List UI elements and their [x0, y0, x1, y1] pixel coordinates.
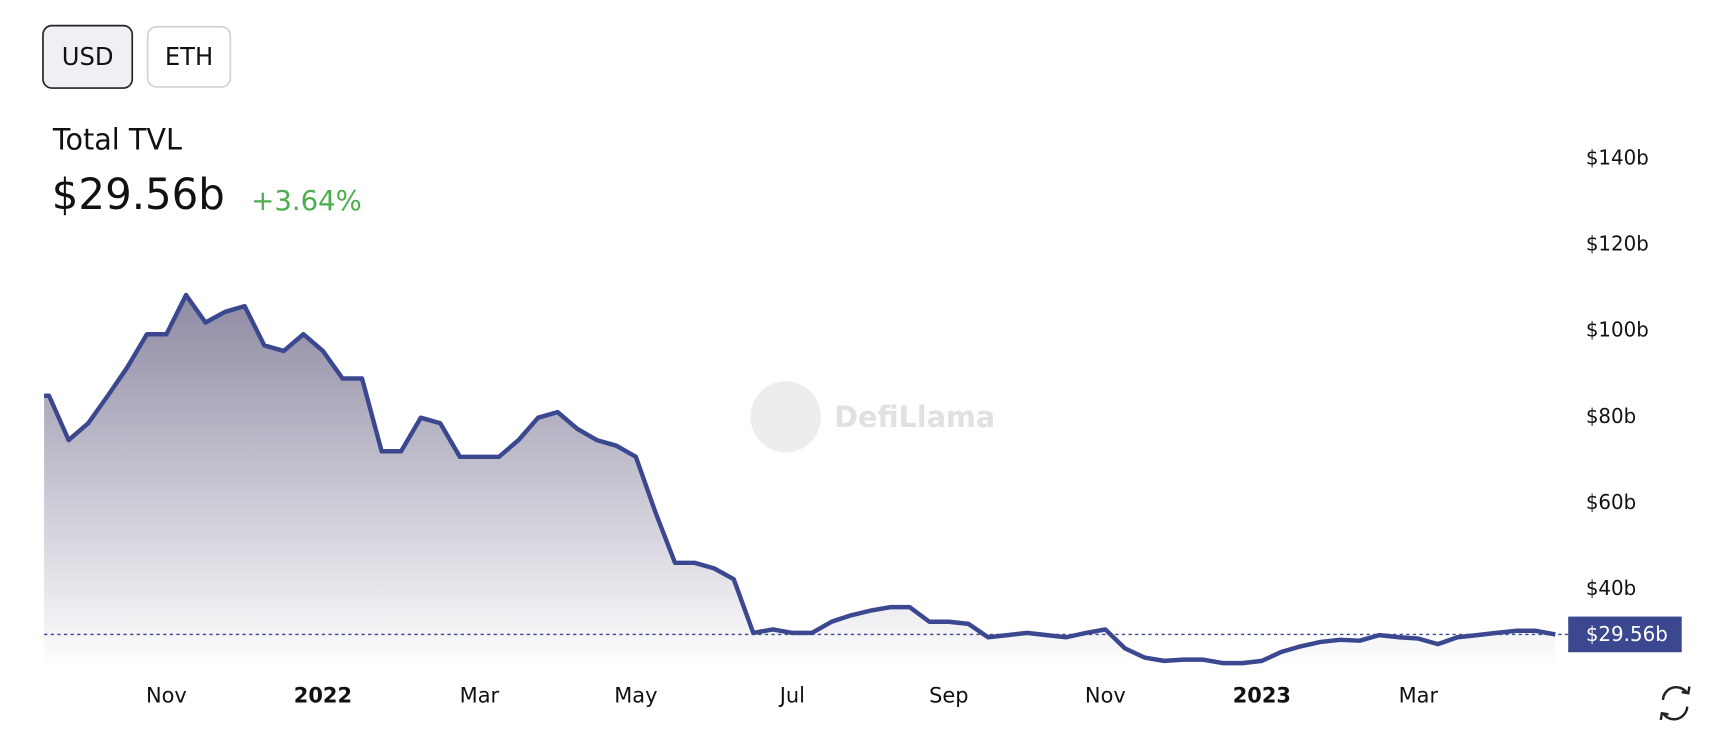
tvl-line: [44, 292, 1556, 666]
change: +3.64%: [251, 184, 362, 217]
eth-label[interactable]: ETH: [165, 42, 213, 71]
usd-button[interactable]: USD: [42, 24, 134, 89]
x-tick-label: Nov: [1085, 682, 1126, 707]
refresh-arcs[interactable]: [1661, 685, 1689, 721]
x-tick-label: Sep: [929, 682, 968, 707]
x-tick-label: 2023: [1233, 682, 1291, 707]
y-tick-label: $140b: [1586, 145, 1649, 169]
eth-button[interactable]: ETH: [146, 25, 232, 88]
current-value: $29.56b: [52, 170, 225, 219]
chart-title: Total TVL: [52, 122, 182, 156]
y-tick-label: $80b: [1586, 404, 1636, 428]
usd-label[interactable]: USD: [62, 42, 114, 71]
watermark-logo: [750, 381, 822, 453]
current-price-badge: [1568, 616, 1682, 653]
x-tick-label: Jul: [778, 682, 805, 707]
x-tick-label: 2022: [294, 682, 352, 707]
watermark: DefiLlama: [750, 381, 995, 453]
y-tick-label: $60b: [1586, 490, 1636, 514]
area-fill: [44, 294, 1556, 669]
current-price-label: $29.56b: [1586, 622, 1668, 646]
x-tick-label: Mar: [1399, 682, 1439, 707]
y-tick-label: $40b: [1586, 576, 1636, 600]
eth-button-bg[interactable]: [146, 25, 232, 88]
usd-button-bg[interactable]: [42, 24, 134, 89]
watermark-text: DefiLlama: [834, 400, 995, 434]
refresh-icon[interactable]: [1659, 685, 1691, 721]
refresh-arrows[interactable]: [1659, 686, 1691, 721]
y-tick-label: $120b: [1586, 231, 1649, 255]
x-tick-label: Mar: [460, 682, 500, 707]
x-tick-label: May: [614, 682, 657, 707]
y-tick-label: $100b: [1586, 318, 1649, 342]
x-tick-label: Nov: [146, 682, 187, 707]
